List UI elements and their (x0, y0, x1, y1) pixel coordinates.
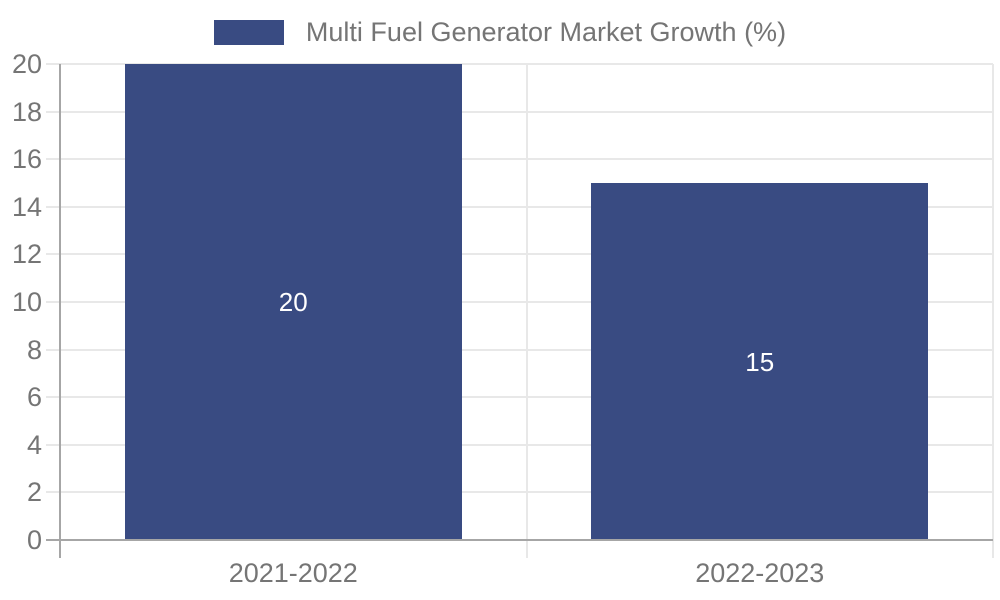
y-tick-mark (46, 63, 60, 65)
y-tick-mark (46, 348, 60, 351)
y-tick-mark (46, 110, 60, 113)
y-tick-label: 10 (11, 287, 42, 317)
category-boundary-line (992, 64, 994, 558)
legend-label: Multi Fuel Generator Market Growth (%) (305, 17, 787, 47)
y-tick-label: 16 (11, 144, 42, 175)
y-tick-label: 6 (26, 382, 42, 413)
bar (591, 183, 929, 540)
y-tick-label: 8 (26, 334, 42, 365)
bar-value-label: 20 (278, 287, 308, 317)
x-axis-line (46, 539, 993, 541)
y-tick-mark (46, 491, 60, 494)
legend[interactable]: Multi Fuel Generator Market Growth (%) (0, 17, 1000, 47)
y-tick-mark (46, 205, 60, 208)
y-tick-label: 4 (26, 429, 42, 460)
bar (124, 64, 462, 540)
y-tick-mark (46, 253, 60, 256)
x-tick-label: 2021-2022 (228, 558, 358, 588)
y-tick-mark (46, 443, 60, 446)
y-tick-label: 12 (11, 239, 42, 270)
y-tick-label: 0 (26, 525, 42, 555)
y-axis-line (59, 64, 61, 558)
y-tick-label: 20 (11, 49, 42, 79)
y-tick-label: 14 (11, 191, 42, 222)
y-tick-mark (46, 301, 60, 303)
y-tick-label: 18 (11, 96, 42, 127)
legend-swatch (213, 19, 284, 45)
x-tick-label: 2022-2023 (695, 558, 825, 588)
y-tick-label: 2 (26, 477, 42, 508)
category-boundary-line (525, 64, 528, 558)
y-tick-mark (46, 158, 60, 161)
bar-value-label: 15 (745, 346, 775, 377)
y-tick-mark (46, 396, 60, 399)
